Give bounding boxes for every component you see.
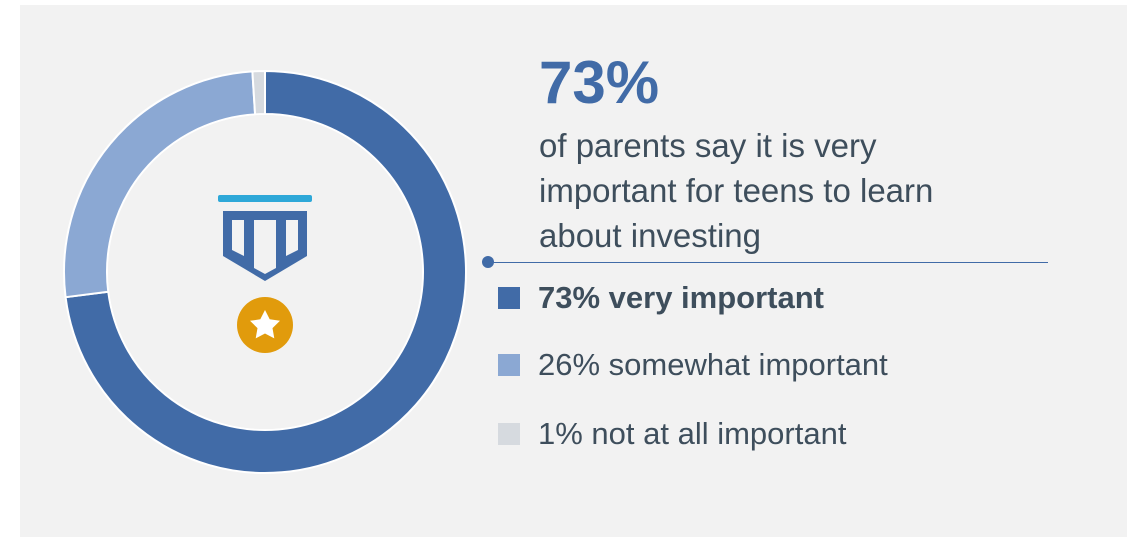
legend-item-not-at-all-important: 1% not at all important <box>498 413 846 455</box>
legend-label-not-at-all-important: 1% not at all important <box>538 416 847 451</box>
legend-item-very-important: 73% very important <box>498 277 824 319</box>
legend-label-somewhat-important: 26% somewhat important <box>538 347 888 382</box>
donut-slice-not-at-all-important <box>251 69 266 116</box>
divider-line <box>488 262 1048 263</box>
legend-swatch-somewhat-important <box>498 354 520 376</box>
medal-star <box>250 310 280 339</box>
medal-top-bar <box>218 195 312 202</box>
ribbon-inner-center <box>254 220 276 274</box>
legend-swatch-very-important <box>498 287 520 309</box>
ribbon-inner-right <box>286 220 298 256</box>
medal-ribbon-icon <box>218 195 312 281</box>
legend-item-somewhat-important: 26% somewhat important <box>498 344 888 386</box>
headline-description: of parents say it is very important for … <box>539 127 934 254</box>
legend-label-very-important: 73% very important <box>538 280 824 315</box>
donut-slice-very-important <box>64 69 467 474</box>
star-medal-icon <box>237 297 293 353</box>
legend-swatch-not-at-all-important <box>498 423 520 445</box>
headline-stat: 73% <box>539 49 660 116</box>
ribbon-inner-left <box>232 220 244 256</box>
